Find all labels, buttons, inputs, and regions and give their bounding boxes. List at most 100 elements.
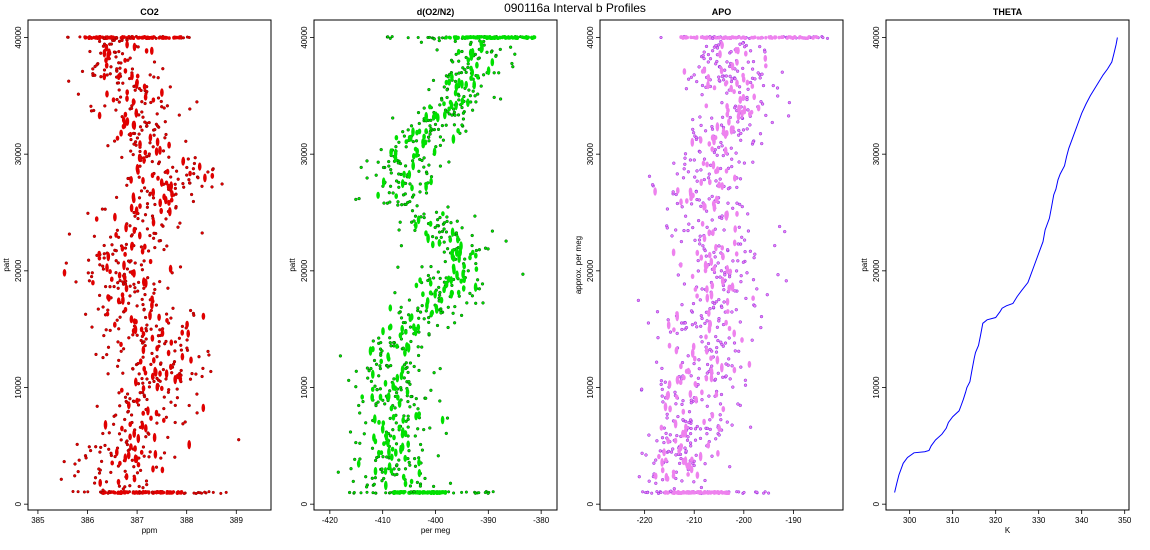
data-point [703, 248, 707, 253]
data-point-cluster [727, 325, 732, 332]
edge-point [200, 491, 204, 495]
data-point-cluster [405, 388, 410, 396]
edge-point [659, 35, 663, 40]
data-point-cluster [170, 190, 174, 198]
data-point [412, 193, 416, 197]
data-point [353, 457, 357, 462]
data-point-cluster [153, 366, 157, 376]
data-point-cluster [725, 297, 730, 306]
data-point [683, 214, 688, 218]
data-point [521, 272, 525, 276]
data-point [717, 75, 721, 79]
x-tick-label: 387 [130, 516, 144, 525]
data-point [692, 158, 696, 162]
data-point [640, 387, 644, 391]
edge-point-dense [714, 36, 718, 40]
data-point [176, 225, 180, 229]
data-point [95, 404, 99, 408]
x-axis-label: K [1005, 526, 1011, 535]
data-point-cluster [702, 235, 707, 243]
data-point-cluster [456, 48, 461, 55]
data-point [90, 325, 94, 329]
data-point-cluster [474, 266, 479, 272]
data-point [148, 233, 152, 238]
data-point [402, 363, 407, 367]
data-point [108, 328, 112, 333]
data-point [728, 465, 732, 469]
data-point [688, 158, 693, 162]
data-point [137, 196, 142, 200]
data-point [734, 269, 739, 273]
data-point-cluster [459, 278, 464, 284]
data-point [746, 212, 750, 216]
data-point [708, 427, 712, 432]
data-point-cluster [119, 341, 123, 347]
data-point-cluster [694, 396, 698, 404]
data-point-cluster [157, 313, 161, 321]
data-point [680, 360, 685, 365]
data-point-cluster [706, 74, 711, 82]
data-point [152, 291, 156, 295]
data-point-cluster [415, 147, 420, 155]
data-point [80, 69, 85, 74]
data-point [105, 352, 109, 357]
data-point-cluster [432, 147, 437, 157]
data-point [431, 484, 436, 489]
data-point [673, 390, 677, 394]
data-point-cluster [394, 135, 399, 141]
data-point [145, 323, 149, 327]
data-point [738, 202, 742, 207]
data-point-cluster [386, 438, 390, 448]
data-point [759, 314, 764, 319]
edge-point-dense [665, 490, 669, 495]
data-point [125, 442, 130, 447]
data-point [748, 123, 752, 127]
data-point [406, 200, 410, 205]
data-point-cluster [691, 342, 696, 351]
data-point [161, 367, 166, 372]
data-point-cluster [745, 79, 750, 86]
data-point [207, 353, 211, 357]
data-point [120, 52, 125, 56]
data-point-cluster [115, 135, 120, 141]
data-point [694, 453, 698, 457]
data-point-cluster [169, 339, 174, 346]
data-point [418, 182, 422, 186]
data-point [406, 417, 410, 422]
data-point [418, 484, 423, 488]
data-point [388, 184, 393, 188]
data-point-cluster [124, 473, 129, 481]
data-point [399, 305, 403, 309]
data-point-cluster [462, 263, 467, 270]
data-point [194, 372, 198, 376]
data-point-cluster [702, 202, 706, 211]
data-point [97, 467, 101, 471]
data-point [699, 335, 703, 339]
data-point [99, 459, 104, 464]
plot-area [59, 34, 241, 496]
data-point [102, 36, 107, 40]
data-point-cluster [450, 227, 455, 237]
data-point [442, 240, 446, 244]
data-point [413, 214, 418, 218]
data-point [397, 180, 401, 185]
data-point [689, 398, 693, 402]
data-point [109, 453, 114, 458]
data-point [437, 38, 441, 43]
data-point [418, 157, 422, 162]
data-point [136, 216, 140, 221]
data-point [416, 407, 420, 411]
data-point [388, 416, 392, 421]
data-point [451, 311, 455, 315]
data-point [413, 434, 417, 438]
data-point-cluster [738, 95, 743, 104]
data-point [702, 50, 706, 54]
data-point-cluster [134, 108, 139, 118]
data-point-cluster [102, 72, 107, 81]
data-point [698, 115, 702, 119]
data-point [408, 405, 412, 409]
data-point [712, 150, 717, 155]
data-point-cluster [456, 235, 460, 244]
data-point [679, 321, 684, 325]
